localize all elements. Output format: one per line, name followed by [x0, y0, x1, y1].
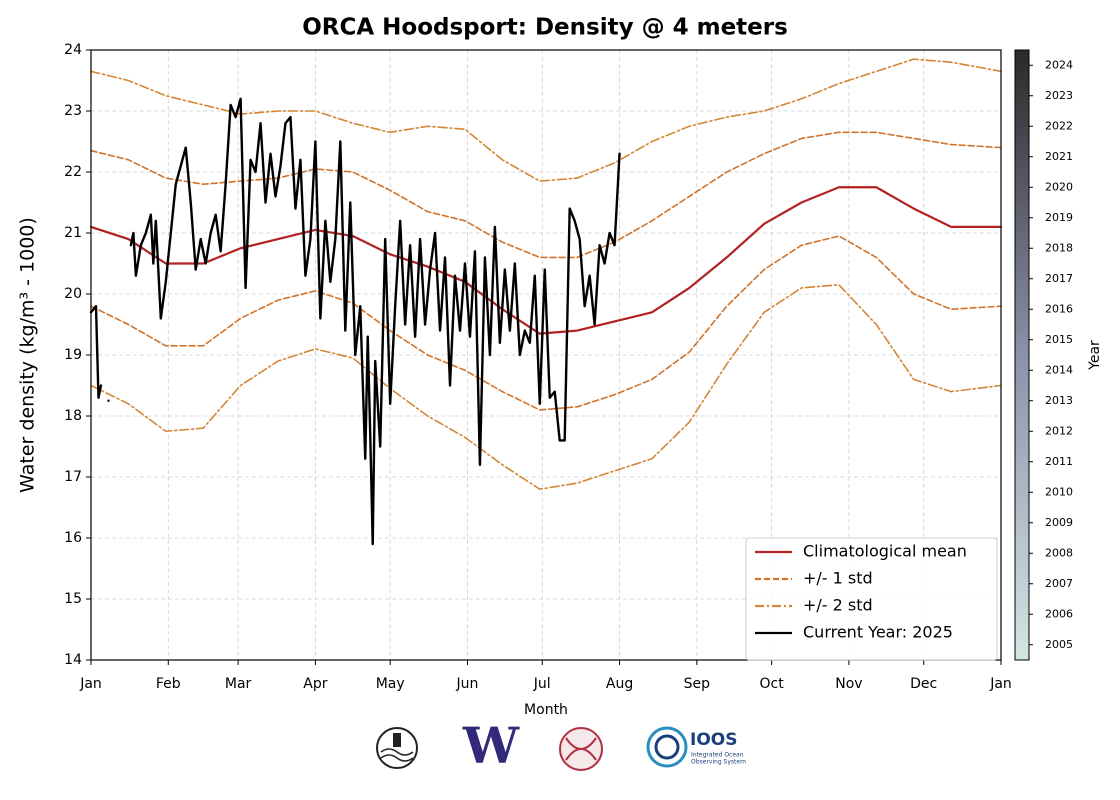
- logo-waves: [380, 748, 414, 762]
- ioos-subtext: Integrated Ocean: [691, 752, 744, 759]
- y-tick-label: 24: [64, 42, 82, 58]
- ioos-logo: [646, 726, 688, 768]
- ioos-text: IOOS: [690, 730, 737, 750]
- y-tick-label: 14: [64, 652, 82, 668]
- y-axis-label: Water density (kg/m³ - 1000): [17, 217, 39, 493]
- y-tick-label: 20: [64, 286, 82, 302]
- colorbar-label: Year: [1087, 340, 1103, 371]
- colorbar-tick-label: 2015: [1045, 333, 1073, 346]
- colorbar-tick-label: 2009: [1045, 516, 1073, 529]
- colorbar-tick-label: 2014: [1045, 363, 1073, 376]
- mean-line: [89, 186, 1003, 335]
- chart-title: ORCA Hoodsport: Density @ 4 meters: [302, 15, 788, 41]
- colorbar-tick-label: 2017: [1045, 272, 1073, 285]
- std-lower-line: [90, 235, 1002, 411]
- current-year-line: [89, 97, 621, 546]
- x-axis-label: Month: [524, 702, 568, 718]
- legend-label: +/- 1 std: [803, 569, 873, 588]
- logos: W IOOS Integrated Ocean Observing System: [376, 716, 746, 775]
- x-tick-label: Jan: [989, 676, 1012, 692]
- y-tick-label: 21: [64, 225, 82, 241]
- plot-frame: [90, 49, 1002, 661]
- colorbar-tick-label: 2022: [1045, 119, 1073, 132]
- x-tick-label: Mar: [225, 676, 252, 692]
- legend-label: +/- 2 std: [803, 596, 873, 615]
- noaa-logo: [376, 727, 418, 769]
- colorbar-tick-label: 2008: [1045, 546, 1073, 559]
- colorbar-tick-label: 2007: [1045, 577, 1073, 590]
- colorbar-tick-label: 2005: [1045, 638, 1073, 651]
- x-tick-label: Jan: [79, 676, 102, 692]
- colorbar-tick-label: 2016: [1045, 302, 1073, 315]
- y-tick-label: 16: [64, 530, 82, 546]
- x-tick-label: Feb: [156, 676, 181, 692]
- std-lower-line: [90, 284, 1002, 490]
- y-tick-label: 17: [64, 469, 82, 485]
- legend-label: Climatological mean: [803, 542, 967, 561]
- x-tick-label: Sep: [684, 676, 711, 692]
- colorbar-tick-label: 2021: [1045, 150, 1073, 163]
- colorbar-tick-label: 2019: [1045, 211, 1073, 224]
- x-tick-label: May: [376, 676, 405, 692]
- x-tick-label: Jun: [456, 676, 479, 692]
- legend-box: [745, 537, 998, 661]
- colorbar-tick-label: 2020: [1045, 180, 1073, 193]
- y-tick-label: 23: [64, 103, 82, 119]
- x-tick-label: Dec: [910, 676, 937, 692]
- y-tick-label: 22: [64, 164, 82, 180]
- x-tick-label: Aug: [606, 676, 633, 692]
- x-tick-label: Jul: [533, 676, 551, 692]
- colorbar-tick-label: 2012: [1045, 424, 1073, 437]
- x-tick-label: Nov: [835, 676, 862, 692]
- std-upper-line: [90, 131, 1002, 259]
- y-tick-label: 18: [64, 408, 82, 424]
- ioos-subtext: Observing System: [691, 759, 746, 766]
- logo-lighthouse: [393, 733, 401, 747]
- colorbar-tick-label: 2011: [1045, 455, 1073, 468]
- colorbar-tick-label: 2013: [1045, 394, 1073, 407]
- colorbar-tick-label: 2023: [1045, 89, 1073, 102]
- colorbar-tick-label: 2010: [1045, 485, 1073, 498]
- colorbar-tick-label: 2006: [1045, 607, 1073, 620]
- x-tick-label: Oct: [760, 676, 785, 692]
- x-tick-label: Apr: [303, 676, 327, 692]
- logo-pattern: [565, 737, 597, 761]
- y-tick-label: 15: [64, 591, 82, 607]
- legend-label: Current Year: 2025: [803, 623, 953, 642]
- colorbar-tick-label: 2018: [1045, 241, 1073, 254]
- colorbar-tick-label: 2024: [1045, 58, 1073, 71]
- colorbar: [1014, 49, 1030, 661]
- ioos-logo-inner: [654, 734, 680, 760]
- uw-logo: W: [462, 716, 520, 775]
- y-tick-label: 19: [64, 347, 82, 363]
